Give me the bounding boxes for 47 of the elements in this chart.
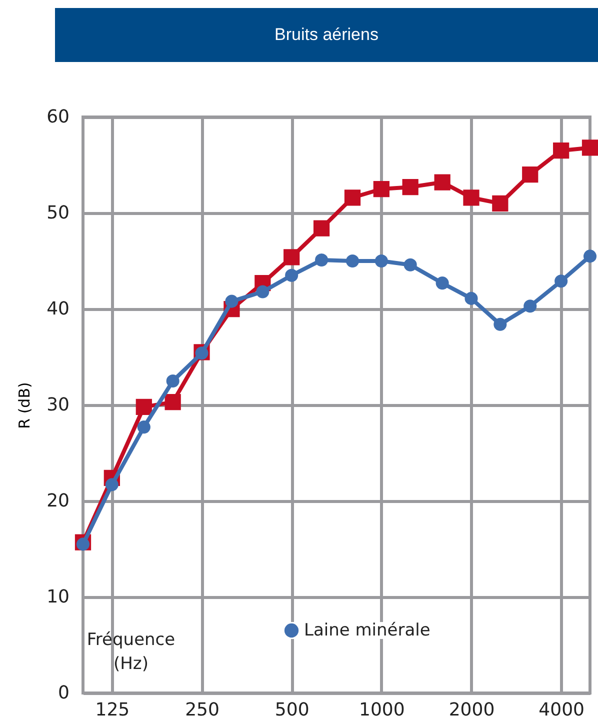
point [137,420,150,434]
point [105,478,118,492]
legend-label: Laine minérale [304,620,430,640]
point [373,180,390,198]
point [313,220,330,236]
y-tick-label: 60 [46,106,70,128]
y-tick-label: 20 [46,490,70,512]
point [346,254,360,268]
point [553,142,570,159]
y-axis-title: R (dB) [16,382,34,429]
point [583,250,597,263]
point [436,276,449,290]
point [464,292,478,305]
x-tick-label: 1000 [359,700,405,720]
y-tick-label: 30 [46,394,70,416]
point [494,318,507,331]
y-tick-label: 40 [46,298,70,320]
x-tick-label: 2000 [448,700,495,720]
point [554,274,568,288]
point [166,374,180,388]
x-tick-label: 250 [185,700,220,720]
y-tick-label: 0 [58,682,70,704]
point [285,268,298,282]
point [344,190,361,206]
point [524,300,537,313]
point [284,249,300,266]
point [434,174,450,190]
point [374,254,388,268]
x-tick-label: 125 [95,700,130,720]
point [256,285,270,298]
point [164,394,181,410]
point [522,166,538,183]
point [582,140,598,156]
point [402,179,418,196]
x-tick-label: 500 [274,700,310,720]
point [315,254,328,267]
point [76,538,90,551]
y-tick-label: 50 [46,202,70,224]
point [404,258,417,272]
x-axis-title: Fréquence (Hz) [86,630,176,674]
point [492,195,508,212]
x-tick-label: 4000 [538,700,584,720]
point [136,398,152,415]
y-tick-label: 10 [46,586,70,608]
chart-title: Bruits aériens [55,8,598,62]
point [225,294,238,308]
point [463,190,480,206]
